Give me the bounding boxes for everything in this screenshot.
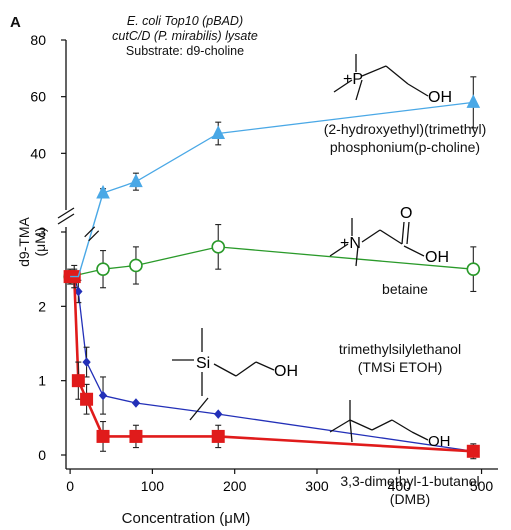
y-tick-label: 1 [38,373,46,389]
y-tick-label: 0 [38,447,46,463]
x-tick-label: 400 [388,478,412,494]
struct-bond [385,65,409,85]
series-line-triangle-join [70,192,104,278]
data-point-square [80,392,94,406]
struct-oh: OH [428,433,451,450]
data-point-triangle [96,184,110,199]
data-point-open-circle [129,258,143,273]
axis-break-mark-2 [57,213,75,225]
struct-bond [406,221,410,245]
struct-bond [329,419,351,433]
data-point-diamond [131,398,141,408]
join-break-mark [88,230,100,242]
data-point-triangle [129,173,143,188]
data-point-diamond [214,409,223,419]
label-betaine: betaine [382,281,428,297]
series-line-triangle [102,101,474,194]
data-point-triangle [466,94,481,108]
struct-bond [401,221,405,245]
label-dmb-line2: (DMB) [389,491,431,507]
data-point-open-circle [211,240,226,254]
label-tmsi-line2: (TMSi ETOH) [357,359,443,375]
label-tmsi: trimethylsilylethanol (TMSi ETOH) [300,340,500,376]
label-dmb-line1: 3,3-dimethyl-1-butanol [340,473,480,489]
struct-pointer-line [189,397,209,421]
label-phosphonium-line2: phosphonium(p-choline) [329,139,481,155]
struct-bond [371,419,393,431]
struct-bond [379,229,403,245]
data-point-diamond [98,390,108,401]
struct-p-atom: +P [343,71,363,88]
struct-bond [349,419,353,443]
label-phosphonium-line1: (2-hydroxyethyl)(trimethyl) [323,121,487,137]
title-line-2: cutC/D (P. mirabilis) lysate [112,29,258,43]
x-tick-label: 200 [223,478,247,494]
struct-bond [255,361,275,371]
data-point-square [466,444,480,458]
title-line-1: E. coli Top10 (pBAD) [126,14,244,28]
series-triangle [70,101,474,278]
struct-oh: OH [425,249,449,266]
x-tick-label: 500 [470,478,494,494]
x-tick-label: 100 [141,478,165,494]
data-point-open-circle [466,262,481,276]
data-point-diamond [82,357,91,367]
data-point-square [96,429,110,443]
struct-bond [329,243,349,257]
chart-title: E. coli Top10 (pBAD) cutC/D (P. mirabili… [80,14,290,59]
struct-bond [361,229,381,243]
y-tick-label: 2 [38,298,46,314]
axis-break-mark-1 [57,207,75,219]
struct-bond [349,419,373,431]
y-tick-label: 40 [30,145,46,161]
title-line-3: Substrate: d9-choline [125,44,245,58]
struct-bond [361,65,387,77]
struct-bond [355,79,363,101]
struct-bond [391,419,413,433]
join-break-mark [84,226,96,238]
data-point-square [71,374,85,388]
struct-bond [407,83,429,97]
struct-bond [213,363,237,377]
series-line-square [70,275,474,453]
y-tick-label: 60 [30,89,46,105]
struct-bond [403,245,425,257]
panel-label: A [10,14,21,31]
struct-oh: OH [274,363,298,380]
struct-bond [333,79,353,93]
label-tmsi-line1: trimethylsilylethanol [338,341,462,357]
data-point-triangle [211,125,226,139]
struct-bond [355,245,359,267]
struct-si-atom: Si [196,355,210,372]
y-tick-label: 80 [30,32,46,48]
y-tick-label: 3 [38,224,46,240]
label-phosphonium: (2-hydroxyethyl)(trimethyl) phosphonium(… [290,120,511,156]
label-dmb: 3,3-dimethyl-1-butanol (DMB) [320,472,500,508]
struct-n-atom: +N [340,235,361,252]
struct-bond [235,361,257,377]
data-point-open-circle [96,262,110,276]
struct-o: O [400,205,412,222]
data-point-square [211,429,225,443]
struct-oh: OH [428,89,452,106]
struct-bond [411,431,429,441]
x-tick-label: 300 [305,478,329,494]
data-point-square [129,429,143,443]
x-tick-label: 0 [66,478,74,494]
x-axis-label: Concentration (μM) [121,510,251,527]
series-square [70,275,474,453]
